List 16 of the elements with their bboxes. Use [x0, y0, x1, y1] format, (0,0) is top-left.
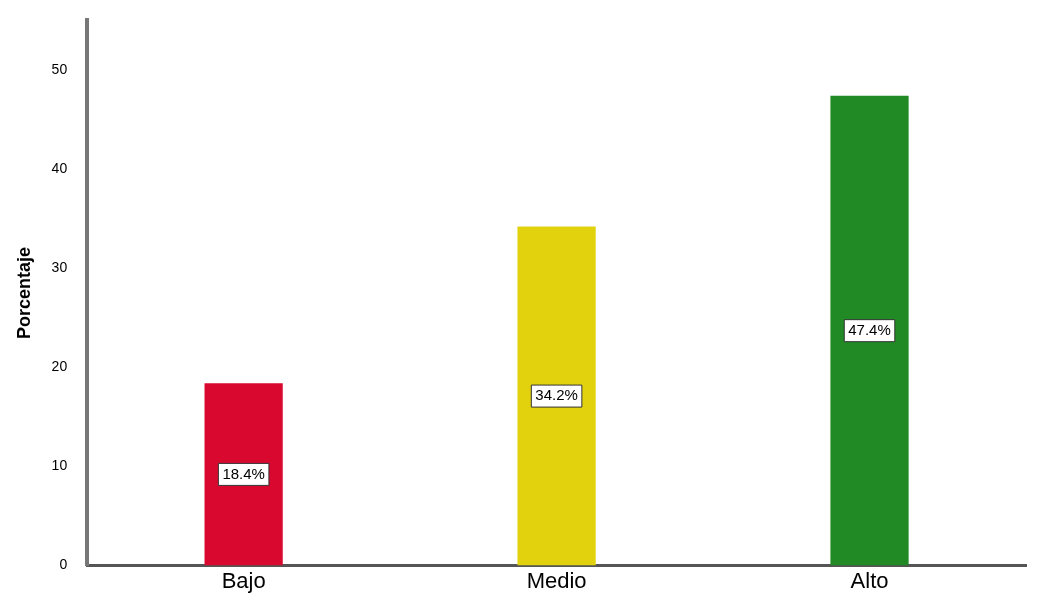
data-label: 34.2%: [535, 386, 578, 404]
y-tick-label: 10: [51, 457, 68, 474]
y-axis-title: Porcentaje: [13, 246, 34, 340]
data-label: 18.4%: [222, 464, 265, 482]
y-tick-label: 50: [51, 60, 68, 77]
x-tick-label: Alto: [850, 567, 889, 593]
x-tick-label: Bajo: [221, 567, 266, 593]
y-tick-label: 40: [51, 159, 68, 176]
x-tick-label: Medio: [526, 567, 587, 593]
y-tick-label: 20: [51, 358, 68, 375]
bar: [830, 95, 909, 566]
y-tick-label: 30: [51, 259, 68, 276]
bar: [517, 226, 596, 566]
y-tick-label: 0: [59, 556, 68, 573]
bar: [204, 383, 283, 566]
data-label: 47.4%: [848, 320, 891, 338]
